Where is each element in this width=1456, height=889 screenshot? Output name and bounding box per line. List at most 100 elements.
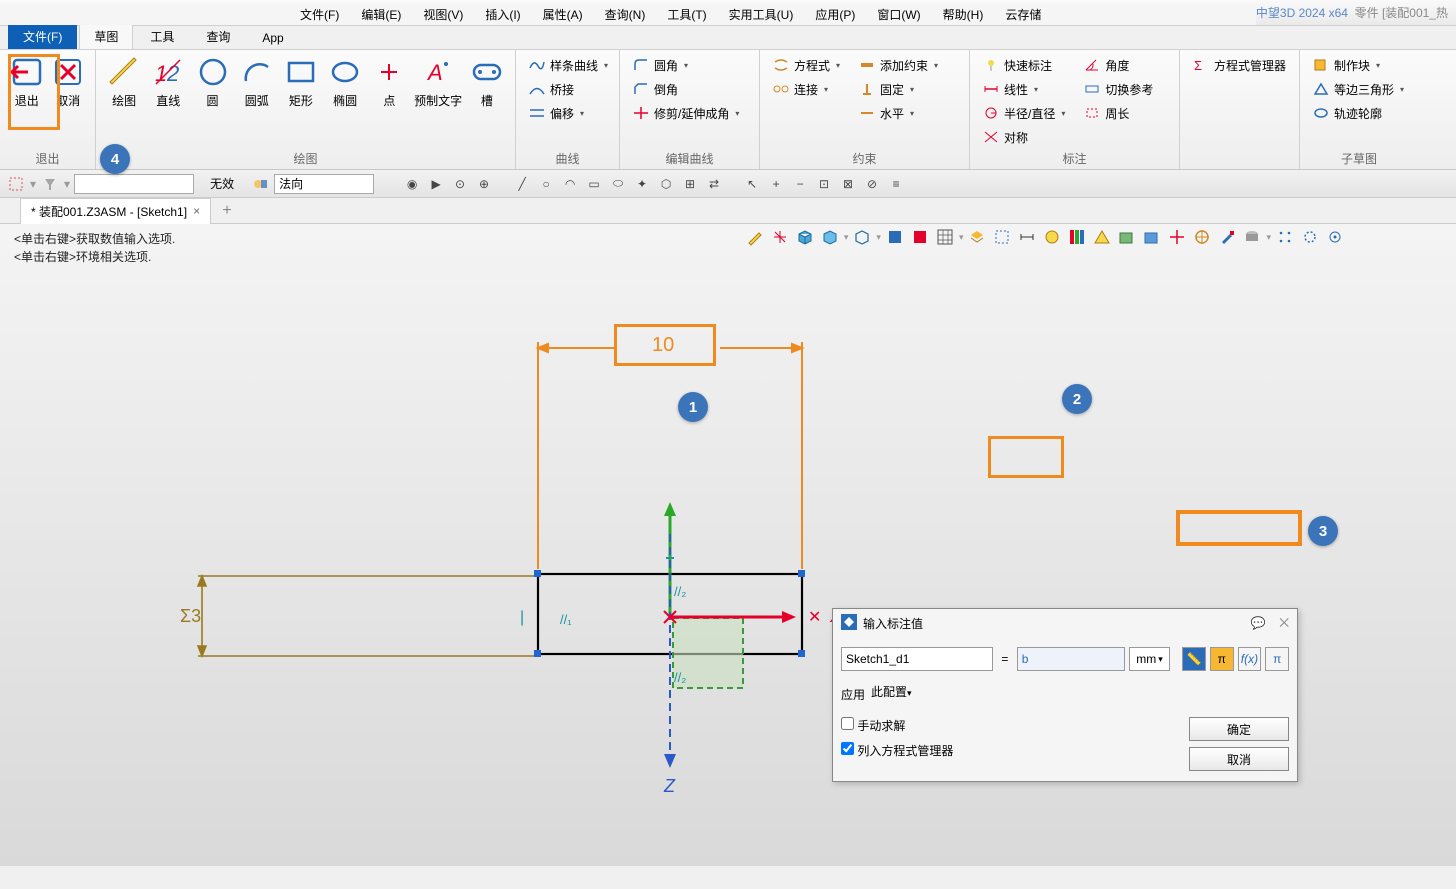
vt-axis-icon[interactable] [769, 226, 791, 248]
fx-icon[interactable]: f(x) [1238, 647, 1262, 671]
si15-icon[interactable]: + [766, 174, 786, 194]
angle-button[interactable]: 角度 [1079, 54, 1157, 76]
si14-icon[interactable]: ↖ [742, 174, 762, 194]
vt-warn-icon[interactable] [1091, 226, 1113, 248]
tab-file[interactable]: 文件(F) [8, 23, 77, 49]
menu-cloud[interactable]: 云存储 [1005, 6, 1041, 23]
si17-icon[interactable]: ⊡ [814, 174, 834, 194]
circle-button[interactable]: 圆 [192, 54, 232, 109]
trace-button[interactable]: 轨迹轮廓 [1308, 102, 1408, 124]
vt-pal-icon[interactable] [1066, 226, 1088, 248]
si3-icon[interactable]: ⊙ [450, 174, 470, 194]
menu-tools[interactable]: 工具(T) [667, 6, 706, 23]
text-button[interactable]: A预制文字 [413, 54, 462, 109]
vt-plane2-icon[interactable] [909, 226, 931, 248]
tab-sketch[interactable]: 草图 [79, 23, 133, 49]
menu-query[interactable]: 查询(N) [605, 6, 646, 23]
si7-icon[interactable]: ◠ [560, 174, 580, 194]
filter1-icon[interactable] [6, 174, 26, 194]
ellipse-button[interactable]: 椭圆 [325, 54, 365, 109]
si5-icon[interactable]: ╱ [512, 174, 532, 194]
horiz-button[interactable]: 水平▾ [854, 102, 942, 124]
arc-button[interactable]: 圆弧 [237, 54, 277, 109]
linear-button[interactable]: 线性▾ [978, 78, 1069, 100]
menu-edit[interactable]: 编辑(E) [361, 6, 401, 23]
vt-circ-icon[interactable] [1041, 226, 1063, 248]
slot-button[interactable]: 槽 [467, 54, 507, 109]
dim-value-input[interactable] [1017, 647, 1125, 671]
vt-grid-icon[interactable] [934, 226, 956, 248]
si4-icon[interactable]: ⊕ [474, 174, 494, 194]
bridge-button[interactable]: 桥接 [524, 78, 612, 100]
perimeter-button[interactable]: 周长 [1079, 102, 1157, 124]
fillet-button[interactable]: 圆角▾ [628, 54, 743, 76]
draw-button[interactable]: 绘图 [104, 54, 144, 109]
si20-icon[interactable]: ≡ [886, 174, 906, 194]
si6-icon[interactable]: ○ [536, 174, 556, 194]
toggleref-button[interactable]: 切换参考 [1079, 78, 1157, 100]
tab-tool[interactable]: 工具 [135, 23, 189, 49]
pi-icon[interactable]: π [1210, 647, 1234, 671]
menu-util[interactable]: 实用工具(U) [729, 6, 794, 23]
menu-view[interactable]: 视图(V) [423, 6, 463, 23]
fix-button[interactable]: 固定▾ [854, 78, 942, 100]
vt-cross-icon[interactable] [1166, 226, 1188, 248]
si16-icon[interactable]: − [790, 174, 810, 194]
si12-icon[interactable]: ⊞ [680, 174, 700, 194]
rect-button[interactable]: 矩形 [281, 54, 321, 109]
si9-icon[interactable]: ⬭ [608, 174, 628, 194]
listeq-checkbox[interactable]: 列入方程式管理器 [841, 742, 953, 759]
si19-icon[interactable]: ⊘ [862, 174, 882, 194]
vt-sel1-icon[interactable] [991, 226, 1013, 248]
vt-dots-icon[interactable] [1274, 226, 1296, 248]
ok-button[interactable]: 确定 [1189, 717, 1289, 741]
doc-tab[interactable]: * 装配001.Z3ASM - [Sketch1] × [20, 198, 211, 224]
menu-insert[interactable]: 插入(I) [485, 6, 520, 23]
vt-cube2-icon[interactable] [819, 226, 841, 248]
menu-window[interactable]: 窗口(W) [877, 6, 920, 23]
config-combo[interactable]: 此配置▾ [871, 683, 951, 705]
si1-icon[interactable]: ◉ [402, 174, 422, 194]
spline-button[interactable]: 样条曲线▾ [524, 54, 612, 76]
filter2-icon[interactable] [40, 174, 60, 194]
unit-combo[interactable]: mm ▾ [1129, 647, 1170, 671]
vt-dimh-icon[interactable] [1016, 226, 1038, 248]
measure-icon[interactable]: 📏 [1182, 647, 1206, 671]
si13-icon[interactable]: ⇄ [704, 174, 724, 194]
vt-brush-icon[interactable] [1216, 226, 1238, 248]
normal-combo[interactable]: 法向 [274, 174, 374, 194]
quickdim-button[interactable]: 快速标注 [978, 54, 1069, 76]
vt-layers-icon[interactable] [966, 226, 988, 248]
menu-app[interactable]: 应用(P) [815, 6, 855, 23]
vt-target2-icon[interactable] [1324, 226, 1346, 248]
tab-app[interactable]: App [247, 26, 298, 49]
close-icon[interactable]: × [193, 204, 200, 218]
tab-query[interactable]: 查询 [191, 23, 245, 49]
vt-plane1-icon[interactable] [884, 226, 906, 248]
toggle-icon[interactable] [250, 174, 270, 194]
dialog-help-icon[interactable]: 💬 [1250, 616, 1265, 630]
connect-button[interactable]: 连接▾ [768, 78, 844, 100]
trim-button[interactable]: 修剪/延伸成角▾ [628, 102, 743, 124]
offset-button[interactable]: 偏移▾ [524, 102, 612, 124]
si8-icon[interactable]: ▭ [584, 174, 604, 194]
vt-target-icon[interactable] [1191, 226, 1213, 248]
vt-box4-icon[interactable] [1141, 226, 1163, 248]
cancel-dialog-button[interactable]: 取消 [1189, 747, 1289, 771]
dim-name-input[interactable] [841, 647, 993, 671]
si2-icon[interactable]: ▶ [426, 174, 446, 194]
vt-pencil-icon[interactable] [744, 226, 766, 248]
vt-cube3-icon[interactable] [851, 226, 873, 248]
vt-cube1-icon[interactable] [794, 226, 816, 248]
equation-button[interactable]: 方程式▾ [768, 54, 844, 76]
sym-button[interactable]: 对称 [978, 126, 1069, 148]
manual-checkbox[interactable]: 手动求解 [841, 717, 953, 734]
pi2-icon[interactable]: π [1265, 647, 1289, 671]
vt-box3-icon[interactable] [1116, 226, 1138, 248]
point-button[interactable]: 点 [369, 54, 409, 109]
si11-icon[interactable]: ⬡ [656, 174, 676, 194]
si18-icon[interactable]: ⊠ [838, 174, 858, 194]
radius-button[interactable]: 半径/直径▾ [978, 102, 1069, 124]
makeblock-button[interactable]: 制作块▾ [1308, 54, 1408, 76]
sel-combo[interactable] [74, 174, 194, 194]
